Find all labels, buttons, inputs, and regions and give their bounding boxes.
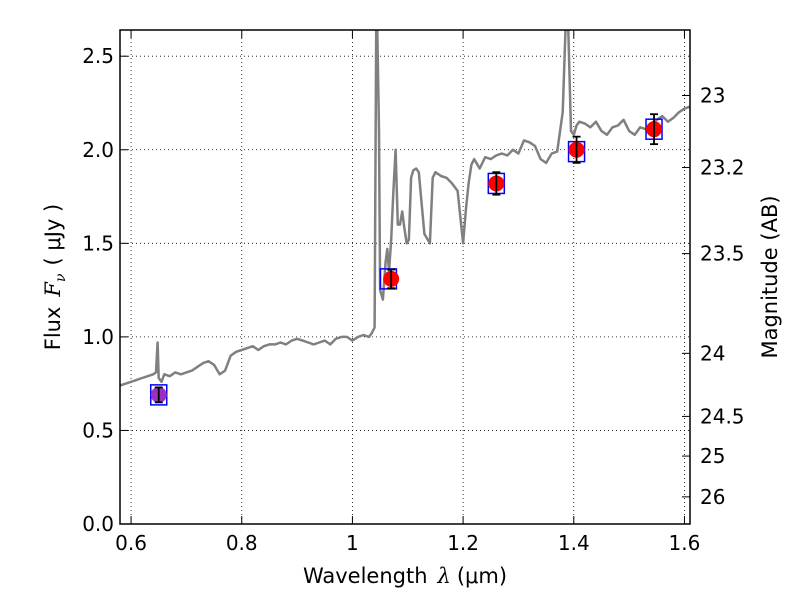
y2-tick-label: 24.5 <box>700 404 745 428</box>
spectrum-line <box>120 30 690 387</box>
x-tick-label: 1.2 <box>447 531 479 555</box>
y2-tick-label: 23.2 <box>700 156 745 180</box>
y-tick-label: 0.5 <box>82 418 114 442</box>
x-tick-label: 0.8 <box>226 531 258 555</box>
y-tick-label: 2.5 <box>82 44 114 68</box>
x-tick-label: 1.4 <box>558 531 590 555</box>
y2-tick-label: 23 <box>700 83 725 107</box>
axis-ticks: 0.6 0.8 1 1.2 1.4 1.6 0.0 0.5 1.0 1.5 2.0 2.5 23 23.2… <box>82 30 745 555</box>
y2-axis-label: Magnitude (AB) <box>758 195 782 358</box>
plot-frame <box>119 29 691 525</box>
x-tick-label: 0.6 <box>115 531 147 555</box>
y-tick-label: 0.0 <box>82 512 114 536</box>
y2-tick-label: 23.5 <box>700 242 745 266</box>
y2-tick-label: 24 <box>700 341 725 365</box>
y-tick-label: 1.5 <box>82 231 114 255</box>
y-tick-label: 1.0 <box>82 325 114 349</box>
plot-content <box>120 30 690 406</box>
x-tick-label: 1 <box>346 531 359 555</box>
y-axis-label: FluxFν( μJy ) <box>41 204 69 350</box>
plot-area <box>120 30 690 406</box>
x-axis-label: Wavelength λ (μm) <box>303 564 507 588</box>
y2-tick-label: 26 <box>700 485 725 509</box>
x-tick-label: 1.6 <box>669 531 701 555</box>
y2-tick-label: 25 <box>700 444 725 468</box>
y-tick-label: 2.0 <box>82 138 114 162</box>
grid <box>120 30 690 525</box>
